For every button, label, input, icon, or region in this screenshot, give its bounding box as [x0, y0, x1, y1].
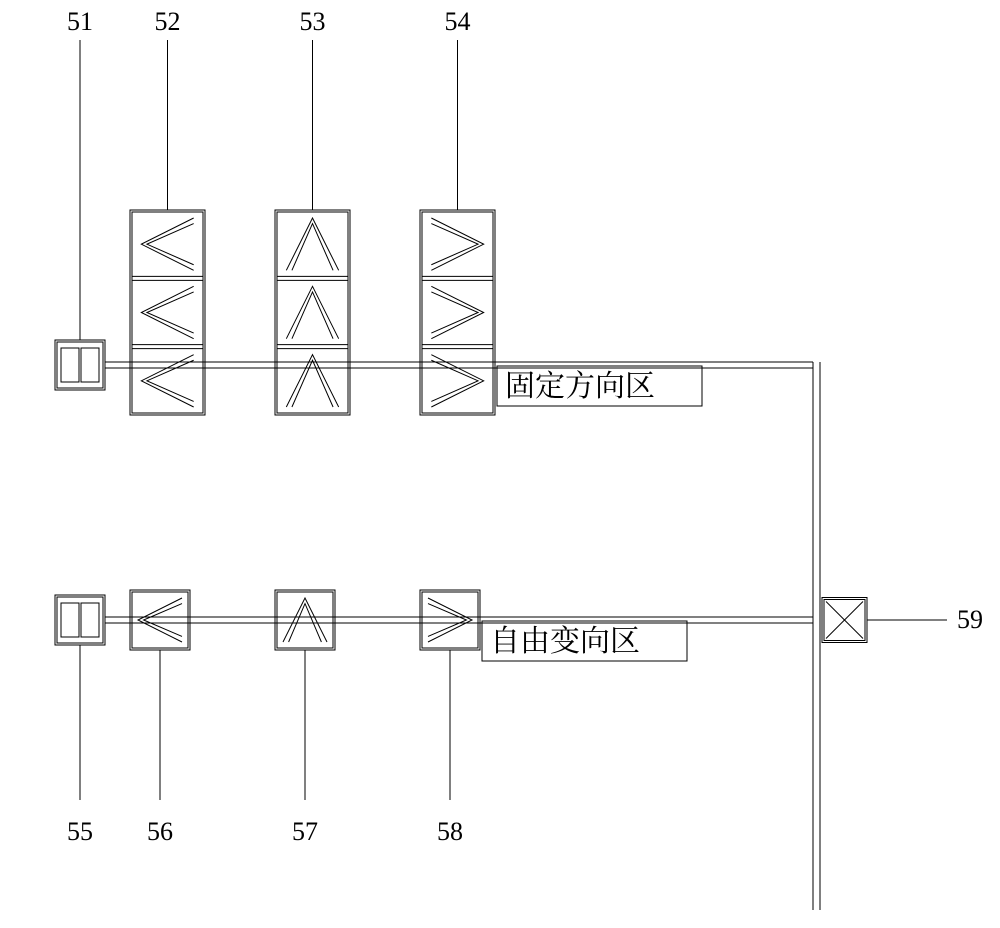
label-53: 53 — [300, 7, 326, 36]
label-free-zone: 自由变向区 — [490, 616, 640, 660]
label-52: 52 — [155, 7, 181, 36]
label-fixed-zone: 固定方向区 — [505, 361, 655, 405]
label-59: 59 — [957, 605, 983, 634]
label-55: 55 — [67, 817, 93, 846]
label-54: 54 — [445, 7, 471, 36]
label-56: 56 — [147, 817, 173, 846]
label-57: 57 — [292, 817, 318, 846]
label-51: 51 — [67, 7, 93, 36]
label-58: 58 — [437, 817, 463, 846]
